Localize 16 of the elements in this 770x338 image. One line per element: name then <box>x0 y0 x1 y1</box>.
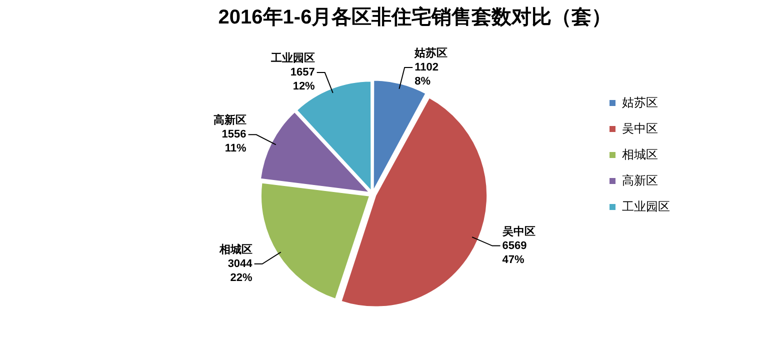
data-label: 1102 8% <box>414 62 438 88</box>
slice-label: 高新区 <box>213 114 246 127</box>
data-label: 1556 11% <box>222 128 246 155</box>
legend-label: 高新区 <box>622 173 658 188</box>
data-label: 1657 12% <box>290 66 316 93</box>
legend-label: 吴中区 <box>622 121 658 136</box>
slice-label: 工业园区 <box>270 52 315 65</box>
slice-label: 吴中区 <box>501 224 536 238</box>
data-label: 6569 47% <box>502 240 527 266</box>
legend-label: 工业园区 <box>622 199 670 214</box>
slice-label: 相城区 <box>218 242 252 256</box>
chart-title: 2016年1-6月各区非住宅销售套数对比（套） <box>218 6 612 29</box>
legend-label: 相城区 <box>622 147 658 162</box>
data-label: 3044 22% <box>228 258 254 284</box>
legend-label: 姑苏区 <box>622 95 658 110</box>
slice-label: 姑苏区 <box>414 46 448 60</box>
